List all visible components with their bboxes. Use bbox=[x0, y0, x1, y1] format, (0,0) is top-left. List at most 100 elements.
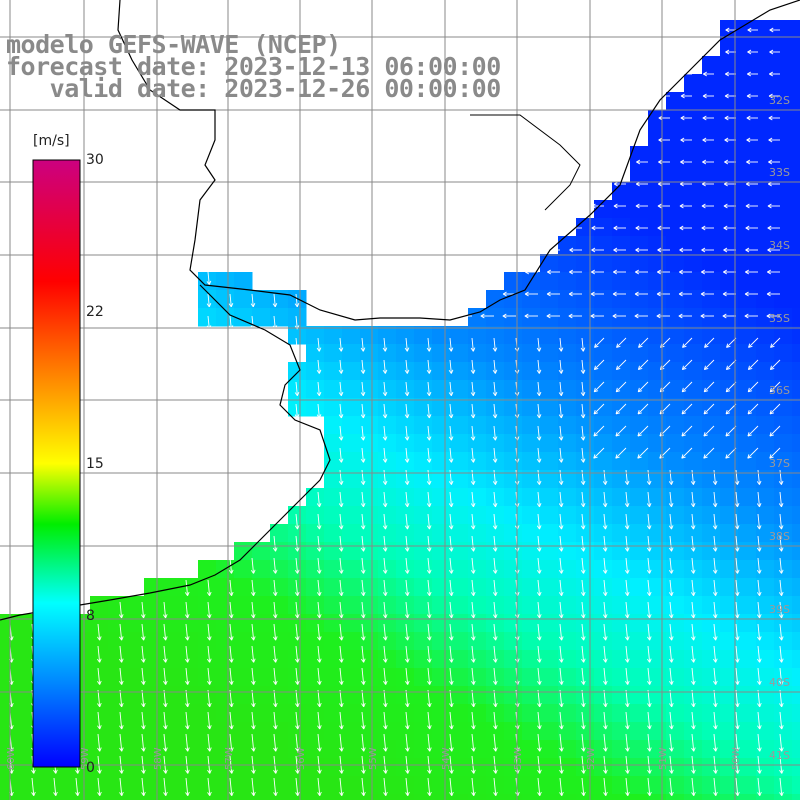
wind-arrow bbox=[338, 579, 344, 596]
wind-cell bbox=[126, 740, 145, 759]
wind-cell bbox=[756, 326, 775, 345]
wind-arrow bbox=[470, 513, 476, 530]
wind-arrow bbox=[546, 291, 560, 297]
wind-cell bbox=[324, 434, 343, 453]
wind-cell bbox=[504, 542, 523, 561]
wind-arrow bbox=[581, 711, 586, 730]
wind-arrow bbox=[724, 159, 736, 165]
wind-arrow bbox=[448, 623, 454, 641]
wind-arrow bbox=[404, 623, 410, 641]
wind-cell bbox=[792, 650, 800, 669]
wind-cell bbox=[342, 470, 361, 489]
wind-arrow bbox=[185, 689, 190, 708]
wind-cell bbox=[360, 578, 379, 597]
wind-arrow bbox=[778, 469, 784, 485]
wind-cell bbox=[378, 524, 397, 543]
wind-arrow bbox=[382, 513, 388, 530]
wind-cell bbox=[540, 560, 559, 579]
wind-cell bbox=[504, 776, 523, 795]
wind-arrow bbox=[382, 337, 388, 352]
wind-cell bbox=[612, 794, 631, 800]
wind-cell bbox=[324, 560, 343, 579]
wind-cell bbox=[702, 290, 721, 309]
wind-cell bbox=[396, 632, 415, 651]
wind-arrow bbox=[646, 557, 652, 574]
wind-cell bbox=[594, 776, 613, 795]
wind-arrow bbox=[338, 359, 344, 374]
wind-cell bbox=[756, 380, 775, 399]
wind-cell bbox=[72, 794, 91, 800]
wind-cell bbox=[396, 452, 415, 471]
wind-cell bbox=[702, 164, 721, 183]
wind-cell bbox=[198, 794, 217, 800]
wind-cell bbox=[234, 794, 253, 800]
wind-arrow bbox=[735, 777, 740, 796]
wind-cell bbox=[756, 704, 775, 723]
wind-arrow bbox=[603, 711, 608, 730]
wind-cell bbox=[702, 380, 721, 399]
wind-arrow bbox=[118, 623, 124, 641]
wind-arrow bbox=[492, 425, 498, 441]
lat-label: 32S bbox=[769, 94, 790, 107]
wind-cell bbox=[432, 686, 451, 705]
wind-arrow bbox=[185, 711, 190, 730]
wind-arrow bbox=[603, 733, 608, 752]
wind-arrow bbox=[646, 579, 652, 596]
wind-arrow bbox=[118, 601, 124, 619]
wind-cell bbox=[288, 380, 307, 399]
wind-cell bbox=[774, 470, 793, 489]
wind-cell bbox=[522, 272, 541, 291]
wind-cell bbox=[558, 542, 577, 561]
wind-cell bbox=[792, 560, 800, 579]
lat-label: 38S bbox=[769, 530, 790, 543]
wind-arrow bbox=[470, 381, 476, 397]
wind-arrow bbox=[724, 115, 736, 121]
wind-arrow bbox=[669, 645, 674, 663]
wind-cell bbox=[144, 722, 163, 741]
wind-arrow bbox=[568, 313, 582, 319]
wind-cell bbox=[180, 758, 199, 777]
wind-arrow bbox=[536, 403, 542, 419]
wind-arrow bbox=[404, 579, 410, 596]
wind-arrow bbox=[537, 777, 542, 796]
wind-cell bbox=[774, 182, 793, 201]
wind-cell bbox=[18, 758, 37, 777]
wind-cell bbox=[306, 704, 325, 723]
wind-arrow bbox=[680, 159, 692, 165]
wind-cell bbox=[594, 470, 613, 489]
wind-arrow bbox=[448, 513, 454, 530]
wind-arrow bbox=[426, 491, 432, 508]
wind-cell bbox=[378, 794, 397, 800]
wind-cell bbox=[342, 578, 361, 597]
wind-cell bbox=[756, 164, 775, 183]
wind-cell bbox=[432, 524, 451, 543]
wind-cell bbox=[126, 794, 145, 800]
wind-cell bbox=[612, 290, 631, 309]
wind-cell bbox=[666, 506, 685, 525]
wind-cell bbox=[720, 38, 739, 57]
wind-cell bbox=[504, 326, 523, 345]
wind-cell bbox=[504, 398, 523, 417]
wind-cell bbox=[774, 38, 793, 57]
wind-cell bbox=[594, 308, 613, 327]
wind-arrow bbox=[702, 159, 714, 165]
wind-cell bbox=[792, 470, 800, 489]
wind-cell bbox=[738, 758, 757, 777]
wind-cell bbox=[180, 794, 199, 800]
wind-arrow bbox=[668, 513, 674, 530]
wind-arrow bbox=[383, 777, 388, 796]
wind-cell bbox=[720, 182, 739, 201]
wind-cell bbox=[576, 560, 595, 579]
wind-cell bbox=[306, 362, 325, 381]
wind-arrow bbox=[273, 667, 278, 685]
wind-cell bbox=[540, 632, 559, 651]
wind-cell bbox=[396, 578, 415, 597]
wind-cell bbox=[756, 308, 775, 327]
wind-cell bbox=[522, 632, 541, 651]
wind-cell bbox=[522, 452, 541, 471]
wind-arrow bbox=[723, 203, 736, 209]
wind-cell bbox=[486, 308, 505, 327]
wind-cell bbox=[720, 56, 739, 75]
wind-arrow bbox=[361, 733, 366, 752]
